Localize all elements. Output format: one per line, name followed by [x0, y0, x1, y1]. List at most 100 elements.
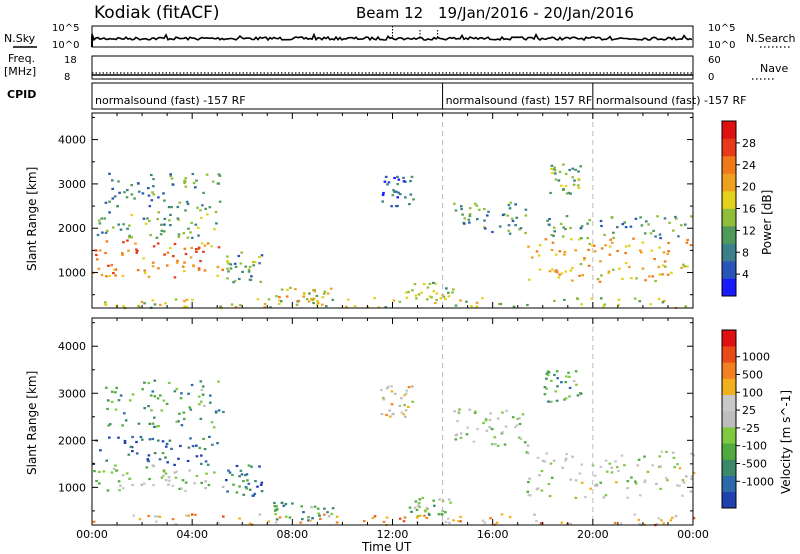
data-cell	[248, 265, 252, 268]
data-cell	[658, 246, 661, 249]
data-cell	[174, 298, 178, 301]
data-cell	[131, 393, 135, 396]
freq-label: Freq.	[8, 52, 35, 65]
data-cell	[142, 257, 145, 260]
data-cell	[114, 268, 118, 271]
data-cell	[152, 484, 155, 487]
data-cell	[147, 194, 151, 197]
data-cell	[575, 383, 578, 386]
data-cell	[294, 288, 297, 291]
data-cell	[251, 494, 254, 497]
data-cell	[523, 441, 527, 444]
data-cell	[166, 461, 169, 464]
colorbar-swatch	[722, 226, 736, 244]
data-cell	[289, 286, 292, 289]
data-cell	[387, 385, 390, 388]
data-cell	[195, 455, 199, 458]
data-cell	[335, 521, 339, 524]
data-cell	[528, 477, 531, 480]
data-cell	[435, 292, 439, 295]
power-data-layer	[92, 113, 693, 310]
data-cell	[191, 236, 194, 239]
data-cell	[685, 241, 689, 244]
data-cell	[148, 477, 151, 481]
time-tick-label: 12:00	[377, 528, 409, 541]
data-cell	[143, 302, 146, 305]
data-cell	[475, 305, 479, 308]
data-cell	[573, 179, 576, 182]
data-cell	[602, 305, 605, 308]
data-cell	[398, 300, 402, 303]
data-cell	[229, 267, 233, 270]
data-cell	[674, 515, 678, 518]
data-cell	[273, 509, 277, 512]
data-cell	[229, 263, 233, 266]
nsearch-label: N.Search	[746, 32, 796, 45]
data-cell	[382, 398, 386, 401]
data-cell	[610, 216, 613, 219]
colorbar-swatch	[722, 378, 736, 396]
data-cell	[404, 196, 407, 199]
data-cell	[643, 455, 646, 458]
data-cell	[628, 244, 631, 247]
data-cell	[137, 182, 140, 185]
data-cell	[577, 238, 581, 241]
data-cell	[610, 471, 614, 474]
data-cell	[95, 258, 99, 261]
data-cell	[173, 276, 177, 279]
data-cell	[104, 251, 107, 255]
data-cell	[335, 515, 339, 518]
data-cell	[110, 400, 114, 403]
data-cell	[137, 190, 141, 193]
data-cell	[178, 201, 182, 204]
nsky-trace-line	[91, 32, 693, 42]
data-cell	[204, 486, 207, 490]
data-cell	[200, 481, 203, 484]
time-tick-label: 20:00	[577, 528, 609, 541]
data-cell	[624, 226, 628, 229]
data-cell	[614, 460, 617, 463]
data-cell	[195, 444, 198, 447]
data-cell	[382, 396, 385, 400]
data-cell	[681, 494, 684, 497]
data-cell	[278, 516, 282, 519]
data-cell	[213, 228, 216, 231]
data-cell	[438, 498, 441, 501]
data-cell	[391, 194, 395, 197]
data-cell	[112, 226, 115, 229]
data-cell	[560, 184, 563, 187]
data-cell	[258, 465, 261, 468]
data-cell	[345, 305, 348, 308]
data-cell	[501, 431, 504, 434]
data-cell	[381, 193, 385, 197]
data-cell	[210, 245, 213, 248]
data-cell	[330, 512, 334, 516]
data-cell	[646, 470, 650, 473]
data-cell	[533, 513, 536, 516]
data-cell	[635, 277, 638, 280]
data-cell	[394, 190, 398, 193]
data-cell	[113, 268, 116, 271]
data-cell	[315, 294, 319, 298]
data-cell	[147, 460, 150, 463]
data-cell	[347, 298, 350, 301]
data-cell	[134, 242, 137, 245]
data-cell	[536, 456, 540, 459]
data-cell	[153, 379, 157, 382]
data-cell	[160, 223, 163, 226]
data-cell	[607, 271, 610, 274]
data-cell	[546, 373, 550, 377]
data-cell	[543, 460, 547, 463]
data-cell	[300, 505, 303, 508]
data-cell	[180, 424, 184, 427]
data-cell	[166, 264, 169, 267]
data-cell	[603, 303, 606, 306]
colorbar-tick-label: -25	[742, 422, 760, 435]
data-cell	[475, 301, 479, 304]
data-cell	[244, 474, 247, 477]
data-cell	[686, 265, 689, 268]
data-cell	[123, 439, 127, 443]
data-cell	[670, 271, 673, 274]
data-cell	[393, 392, 397, 395]
data-cell	[626, 487, 629, 490]
